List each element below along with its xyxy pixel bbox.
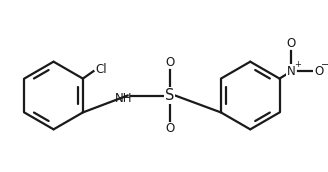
Text: S: S xyxy=(165,88,174,103)
Text: Cl: Cl xyxy=(95,63,107,76)
Text: O: O xyxy=(165,122,174,135)
Text: O: O xyxy=(165,56,174,69)
Text: NH: NH xyxy=(114,92,132,105)
Text: O: O xyxy=(287,37,296,50)
Text: −: − xyxy=(321,60,328,70)
Text: O: O xyxy=(314,65,323,78)
Text: +: + xyxy=(294,60,301,69)
Text: N: N xyxy=(287,65,296,78)
